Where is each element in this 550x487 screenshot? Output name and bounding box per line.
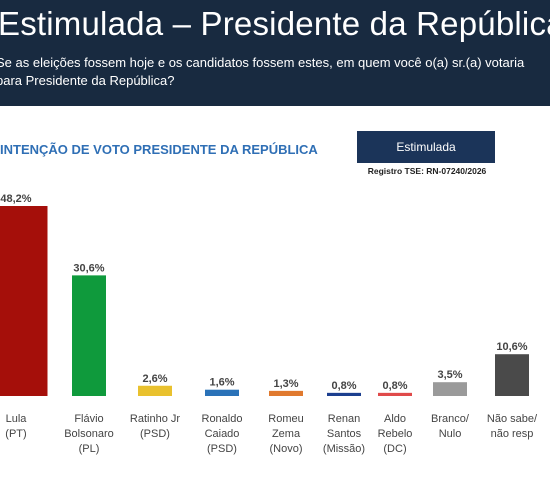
category-label-4-line-1: Zema	[271, 428, 301, 440]
category-label-6-line-1: Rebelo	[377, 428, 413, 440]
category-label-8: Não sabe/não resp	[477, 412, 547, 442]
category-label-0-line-1: (PT)	[5, 428, 27, 440]
data-label-4: 1,3%	[273, 378, 298, 390]
bar-3	[205, 389, 239, 396]
data-label-8: 10,6%	[496, 341, 527, 353]
category-label-5-line-2: (Missão)	[322, 443, 366, 455]
registro-tse: Registro TSE: RN-07240/2026	[367, 166, 487, 176]
category-label-4: Romeu Zema (Novo)	[251, 412, 321, 457]
bar-6	[378, 392, 412, 396]
category-label-1-line-0: Flávio	[74, 413, 104, 425]
category-label-0: Lula (PT)	[0, 412, 51, 442]
category-label-1-line-2: (PL)	[78, 443, 100, 455]
category-label-3-line-2: (PSD)	[207, 443, 237, 455]
data-label-1: 30,6%	[73, 262, 104, 274]
estimulada-badge: Estimulada	[357, 131, 495, 163]
category-label-5-line-0: Renan	[327, 413, 361, 425]
data-label-5: 0,8%	[331, 380, 356, 392]
chart-title: INTENÇÃO DE VOTO PRESIDENTE DA REPÚBLICA	[0, 142, 318, 157]
category-label-6: Aldo Rebelo (DC)	[360, 412, 430, 457]
category-label-1-line-1: Bolsonaro	[64, 428, 114, 440]
category-label-7-line-1: Nulo	[438, 428, 462, 440]
data-label-2: 2,6%	[142, 373, 167, 385]
category-label-2: Ratinho Jr (PSD)	[120, 412, 190, 442]
data-label-7: 3,5%	[437, 369, 462, 381]
category-label-3-line-0: Ronaldo	[201, 413, 243, 425]
category-label-3-line-1: Caiado	[204, 428, 240, 440]
category-label-3: Ronaldo Caiado (PSD)	[187, 412, 257, 457]
data-label-0: 48,2%	[0, 193, 31, 205]
bar-2	[138, 385, 172, 396]
bar-7	[433, 382, 467, 396]
survey-question-line-1: Se as eleições fossem hoje e os candidat…	[0, 55, 525, 70]
category-label-6-line-2: (DC)	[383, 443, 407, 455]
category-label-4-line-0: Romeu	[268, 413, 304, 425]
category-label-8-line-0: Não sabe/	[486, 413, 538, 425]
survey-question: Se as eleições fossem hoje e os candidat…	[0, 54, 550, 90]
header-banner: Estimulada – Presidente da República Se …	[0, 0, 550, 106]
category-label-5-line-1: Santos	[326, 428, 362, 440]
category-label-2-line-1: (PSD)	[140, 428, 170, 440]
page-title: Estimulada – Presidente da República	[0, 5, 550, 42]
bar-8	[495, 354, 529, 396]
category-label-0-line-0: Lula	[5, 413, 27, 425]
bar-4	[269, 390, 303, 396]
category-label-2-line-0: Ratinho Jr	[129, 413, 181, 425]
category-label-7-line-0: Branco/	[431, 413, 469, 425]
category-label-1: Flávio Bolsonaro (PL)	[54, 412, 124, 457]
survey-question-line-2: para Presidente da República?	[0, 73, 175, 88]
category-label-6-line-0: Aldo	[383, 413, 407, 425]
bar-5	[327, 392, 361, 396]
data-label-3: 1,6%	[209, 377, 234, 389]
category-label-8-line-1: não resp	[490, 428, 534, 440]
bar-0	[0, 206, 48, 396]
data-label-6: 0,8%	[382, 380, 407, 392]
category-label-5: Renan Santos (Missão)	[309, 412, 379, 457]
bar-1	[72, 275, 106, 396]
category-label-7: Branco/Nulo	[415, 412, 485, 442]
category-label-4-line-2: (Novo)	[269, 443, 303, 455]
